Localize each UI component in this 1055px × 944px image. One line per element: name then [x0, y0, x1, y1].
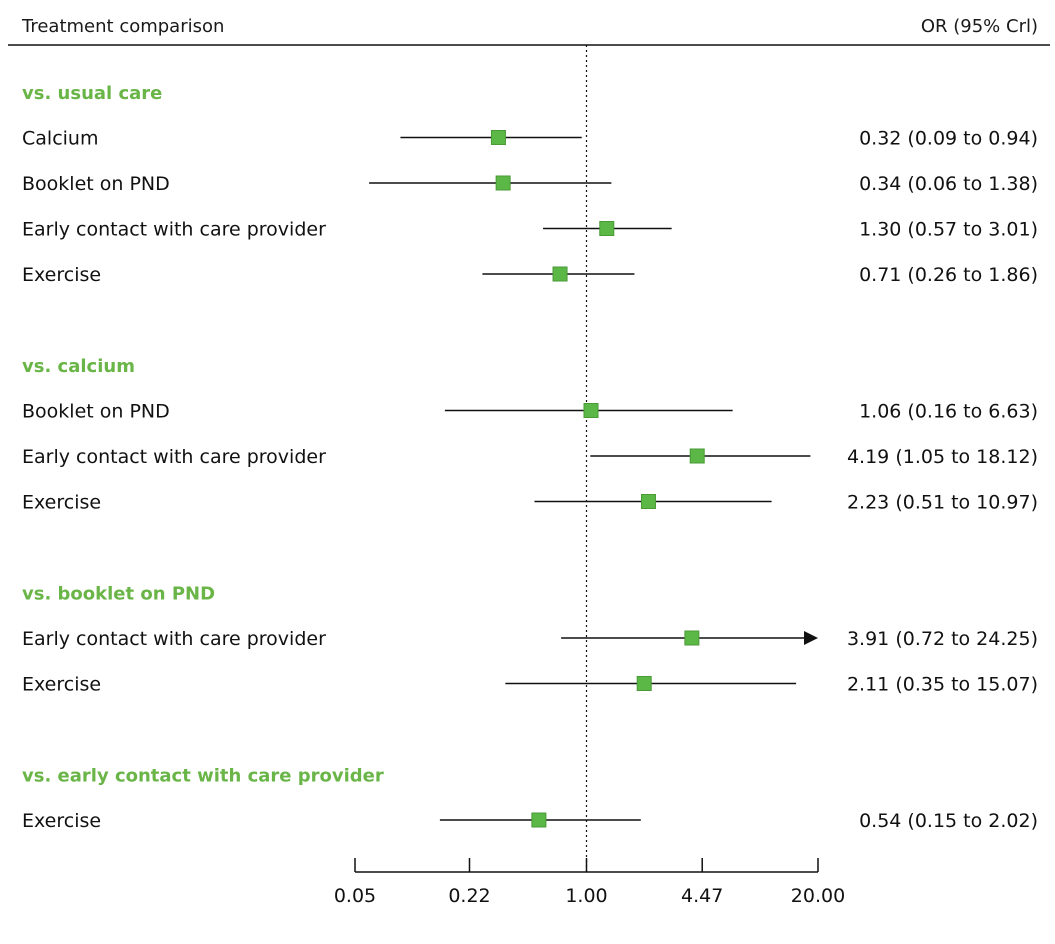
comparison-label: Exercise — [22, 810, 101, 832]
or-point-marker — [583, 403, 599, 418]
x-axis: 0.05 0.22 1.00 4.47 20.00 — [334, 858, 845, 907]
x-tick-label: 4.47 — [681, 885, 723, 907]
or-point-marker — [490, 130, 506, 145]
ci-truncation-arrow — [804, 631, 818, 645]
or-ci-value: 1.06 (0.16 to 6.63) — [859, 401, 1038, 423]
or-point-marker — [599, 221, 615, 236]
group-heading: vs. booklet on PND — [22, 584, 215, 605]
comparison-label: Early contact with care provider — [22, 628, 326, 650]
column-header-treatment: Treatment comparison — [21, 16, 224, 37]
comparison-label: Exercise — [22, 492, 101, 514]
group-heading: vs. usual care — [22, 83, 162, 104]
rows-layer: vs. usual care Calcium 0.32 (0.09 to 0.94)… — [22, 83, 1038, 832]
comparison-label: Calcium — [22, 128, 98, 150]
column-header-or: OR (95% Crl) — [921, 16, 1038, 37]
or-point-marker — [552, 266, 568, 282]
x-tick-label: 0.22 — [448, 885, 490, 907]
or-point-marker — [531, 812, 547, 828]
comparison-label: Early contact with care provider — [22, 219, 326, 241]
or-ci-value: 0.71 (0.26 to 1.86) — [859, 264, 1038, 286]
or-ci-value: 3.91 (0.72 to 24.25) — [847, 628, 1038, 650]
comparison-label: Booklet on PND — [22, 173, 170, 195]
or-ci-value: 0.34 (0.06 to 1.38) — [859, 173, 1038, 195]
or-point-marker — [640, 494, 656, 509]
or-ci-value: 4.19 (1.05 to 18.12) — [847, 446, 1038, 468]
group-heading: vs. calcium — [22, 356, 135, 377]
x-tick-label: 20.00 — [791, 885, 845, 907]
or-ci-value: 0.32 (0.09 to 0.94) — [859, 128, 1038, 150]
comparison-label: Early contact with care provider — [22, 446, 326, 468]
x-tick-label: 0.05 — [334, 885, 376, 907]
or-ci-value: 2.23 (0.51 to 10.97) — [847, 492, 1038, 514]
or-ci-value: 0.54 (0.15 to 2.02) — [859, 810, 1038, 832]
or-point-marker — [684, 630, 700, 646]
group-heading: vs. early contact with care provider — [22, 766, 384, 787]
comparison-label: Exercise — [22, 264, 101, 286]
or-point-marker — [495, 175, 511, 191]
or-ci-value: 1.30 (0.57 to 3.01) — [859, 219, 1038, 241]
comparison-label: Exercise — [22, 674, 101, 696]
or-point-marker — [689, 448, 705, 464]
or-ci-value: 2.11 (0.35 to 15.07) — [847, 674, 1038, 696]
x-tick-label: 1.00 — [565, 885, 607, 907]
comparison-label: Booklet on PND — [22, 401, 170, 423]
or-point-marker — [636, 676, 652, 691]
